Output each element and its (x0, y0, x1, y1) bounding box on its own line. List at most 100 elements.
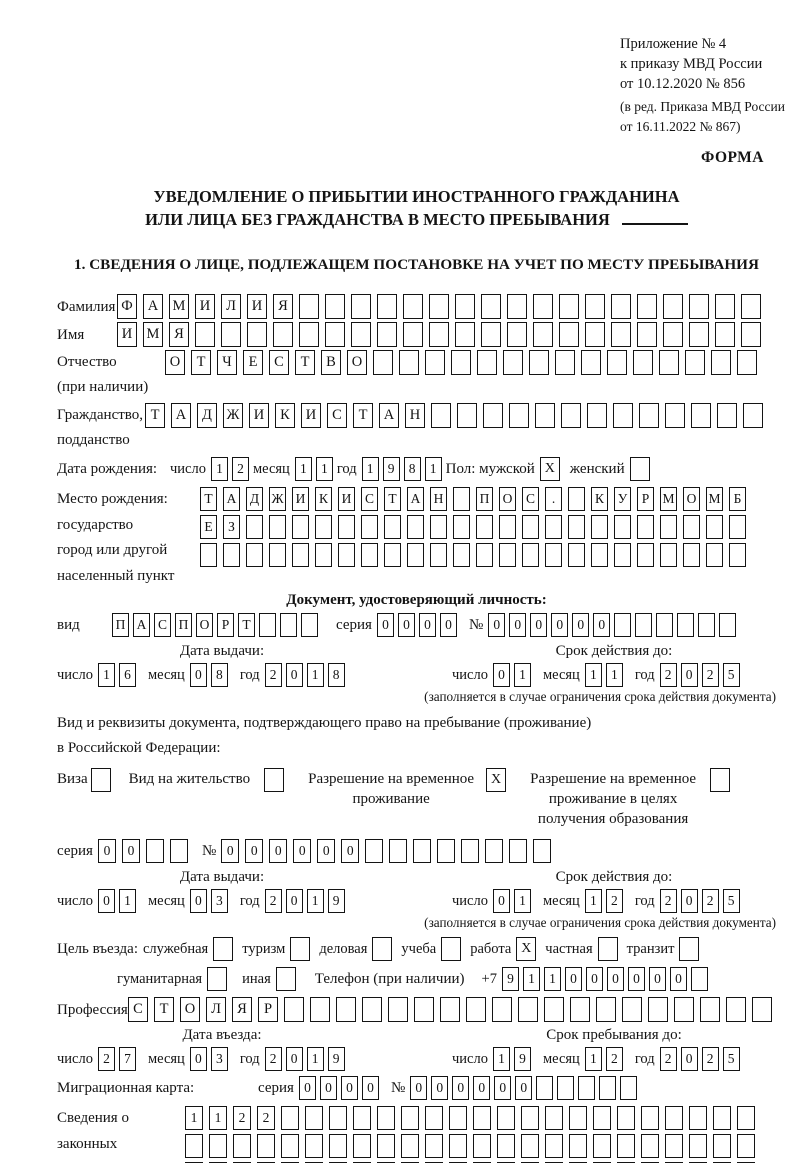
char-cell[interactable]: 0 (341, 839, 360, 863)
char-cell[interactable]: 2 (659, 1047, 677, 1071)
char-cell[interactable]: С (361, 487, 378, 511)
char-cell[interactable] (561, 403, 581, 428)
char-cell[interactable]: 1 (522, 967, 540, 991)
char-cell[interactable]: Я (169, 322, 189, 347)
char-cell[interactable]: 6 (118, 663, 136, 687)
char-cell[interactable] (690, 967, 708, 991)
char-cell[interactable] (545, 1106, 563, 1130)
char-cell[interactable] (691, 403, 711, 428)
char-cell[interactable]: 0 (669, 967, 687, 991)
char-cell[interactable]: 0 (606, 967, 624, 991)
char-cell[interactable] (559, 322, 579, 347)
char-cell[interactable] (361, 515, 378, 539)
char-cell[interactable] (466, 997, 486, 1022)
char-cell[interactable]: 9 (501, 967, 519, 991)
char-cell[interactable] (737, 1134, 755, 1158)
char-cell[interactable] (637, 515, 654, 539)
char-cell[interactable]: О (683, 487, 700, 511)
char-cell[interactable] (401, 1134, 419, 1158)
char-cell[interactable] (223, 543, 240, 567)
char-cell[interactable] (659, 350, 679, 375)
residence-permit-checkbox[interactable] (264, 768, 285, 792)
char-cell[interactable]: 0 (340, 1076, 358, 1100)
char-cell[interactable] (257, 1134, 275, 1158)
char-cell[interactable] (361, 543, 378, 567)
char-cell[interactable]: 0 (680, 1047, 698, 1071)
char-cell[interactable]: 1 (209, 1106, 227, 1130)
purpose-humanitarian-checkbox[interactable] (207, 967, 228, 991)
char-cell[interactable] (280, 613, 297, 637)
char-cell[interactable] (145, 839, 164, 863)
char-cell[interactable] (674, 997, 694, 1022)
char-cell[interactable]: С (269, 350, 289, 375)
char-cell[interactable] (569, 1106, 587, 1130)
char-cell[interactable] (221, 322, 241, 347)
char-cell[interactable]: Р (637, 487, 654, 511)
char-cell[interactable]: Д (246, 487, 263, 511)
char-cell[interactable]: 1 (513, 663, 531, 687)
char-cell[interactable] (648, 997, 668, 1022)
char-cell[interactable]: К (315, 487, 332, 511)
char-cell[interactable] (259, 613, 276, 637)
char-cell[interactable] (620, 1076, 638, 1100)
char-cell[interactable] (611, 322, 631, 347)
char-cell[interactable] (377, 1134, 395, 1158)
char-cell[interactable]: 1 (315, 457, 333, 481)
char-cell[interactable]: 0 (97, 839, 116, 863)
char-cell[interactable]: П (175, 613, 192, 637)
char-cell[interactable]: 0 (121, 839, 140, 863)
char-cell[interactable]: О (165, 350, 185, 375)
char-cell[interactable] (292, 515, 309, 539)
char-cell[interactable] (485, 839, 504, 863)
char-cell[interactable]: 0 (189, 889, 207, 913)
char-cell[interactable] (499, 543, 516, 567)
char-cell[interactable] (593, 1134, 611, 1158)
char-cell[interactable] (247, 322, 267, 347)
char-cell[interactable] (425, 1134, 443, 1158)
char-cell[interactable]: 3 (210, 1047, 228, 1071)
char-cell[interactable] (706, 543, 723, 567)
char-cell[interactable]: 0 (410, 1076, 428, 1100)
char-cell[interactable] (507, 294, 527, 319)
temp-residence-edu-checkbox[interactable] (710, 768, 731, 792)
char-cell[interactable]: О (180, 997, 200, 1022)
char-cell[interactable]: Т (353, 403, 373, 428)
char-cell[interactable] (683, 515, 700, 539)
char-cell[interactable] (717, 403, 737, 428)
char-cell[interactable] (310, 997, 330, 1022)
char-cell[interactable] (509, 839, 528, 863)
char-cell[interactable] (449, 1106, 467, 1130)
purpose-private-checkbox[interactable] (597, 937, 618, 961)
char-cell[interactable] (641, 1106, 659, 1130)
char-cell[interactable]: 8 (403, 457, 421, 481)
char-cell[interactable] (473, 1106, 491, 1130)
char-cell[interactable] (533, 839, 552, 863)
char-cell[interactable]: 0 (572, 613, 590, 637)
char-cell[interactable] (497, 1134, 515, 1158)
char-cell[interactable]: О (347, 350, 367, 375)
char-cell[interactable] (665, 403, 685, 428)
char-cell[interactable]: П (112, 613, 129, 637)
char-cell[interactable]: Е (243, 350, 263, 375)
char-cell[interactable] (336, 997, 356, 1022)
char-cell[interactable]: 1 (361, 457, 379, 481)
char-cell[interactable] (614, 515, 631, 539)
char-cell[interactable] (209, 1134, 227, 1158)
char-cell[interactable] (585, 294, 605, 319)
char-cell[interactable] (689, 322, 709, 347)
char-cell[interactable] (557, 1076, 575, 1100)
char-cell[interactable]: Е (200, 515, 217, 539)
visa-checkbox[interactable] (90, 768, 111, 792)
char-cell[interactable]: 0 (627, 967, 645, 991)
char-cell[interactable] (656, 613, 674, 637)
char-cell[interactable] (741, 322, 761, 347)
char-cell[interactable] (492, 997, 512, 1022)
char-cell[interactable]: П (476, 487, 493, 511)
char-cell[interactable] (637, 294, 657, 319)
char-cell[interactable]: А (171, 403, 191, 428)
char-cell[interactable] (568, 515, 585, 539)
char-cell[interactable]: 0 (452, 1076, 470, 1100)
char-cell[interactable] (299, 322, 319, 347)
char-cell[interactable] (698, 613, 716, 637)
char-cell[interactable] (660, 543, 677, 567)
